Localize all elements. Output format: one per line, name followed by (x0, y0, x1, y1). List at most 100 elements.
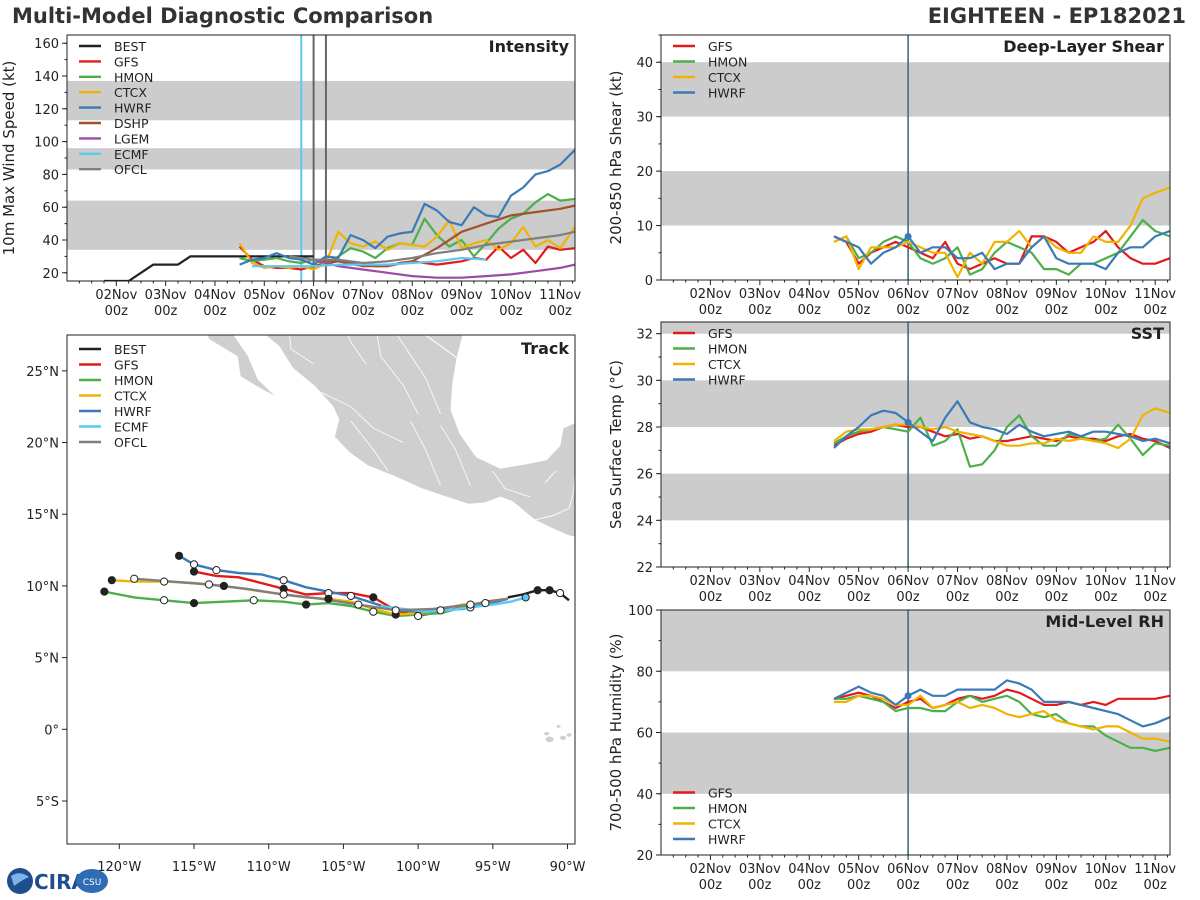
track-marker-hwrf (279, 576, 288, 585)
rh-band (661, 610, 1170, 672)
track-marker-ofcl (354, 600, 363, 609)
galapagos-island (560, 735, 567, 740)
intensity-xtick-label: 04Nov (194, 288, 236, 303)
track-land-group (206, 335, 575, 743)
shear-xtick-label: 00z (847, 303, 871, 318)
track-marker-ofcl (130, 574, 139, 583)
intensity-legend-label: OFCL (114, 162, 147, 177)
sst-xtick-label: 00z (748, 590, 772, 605)
track-marker-ofcl (204, 580, 214, 589)
shear-xtick-label: 08Nov (986, 287, 1028, 302)
rh-xtick-label: 07Nov (937, 862, 979, 877)
rh-band (661, 732, 1170, 794)
state-border (396, 335, 441, 415)
intensity-series-ecmf (252, 256, 487, 268)
track-xtick-label: 110°W (247, 860, 291, 875)
shear-title: Deep-Layer Shear (1003, 37, 1164, 56)
intensity-xtick-label: 00z (450, 304, 474, 319)
intensity-chart: 2040608010012014016002Nov00z03Nov00z04No… (0, 34, 581, 319)
track-legend-label: HMON (114, 373, 153, 388)
shear-xtick-label: 00z (748, 303, 772, 318)
rh-legend-label: HMON (708, 801, 747, 816)
sst-ytick-label: 32 (636, 328, 653, 343)
shear-series-hwrf (833, 229, 1170, 271)
state-border (289, 335, 314, 365)
shear-xtick-label: 00z (946, 303, 970, 318)
page-title: Multi-Model Diagnostic Comparison (12, 4, 434, 28)
shear-xtick-label: 09Nov (1035, 287, 1077, 302)
intensity-ytick-label: 140 (34, 70, 59, 85)
shear-xtick-label: 07Nov (937, 287, 979, 302)
track-marker-hmon (100, 587, 109, 596)
sst-legend-label: HMON (708, 342, 747, 357)
shear-chart: 01020304002Nov00z03Nov00z04Nov00z05Nov00… (607, 34, 1176, 318)
sst-ytick-label: 22 (636, 561, 653, 576)
track-ytick-label: 0° (44, 723, 59, 738)
usa-landmass (425, 335, 464, 359)
sst-xtick-label: 04Nov (788, 574, 830, 589)
shear-legend-label: HWRF (708, 86, 746, 101)
state-border (320, 392, 404, 443)
shear-ylabel: 200-850 hPa Shear (kt) (607, 71, 625, 245)
track-marker-hmon (249, 596, 258, 605)
intensity-legend-label: HWRF (114, 101, 152, 116)
intensity-legend-label: LGEM (114, 131, 149, 146)
shear-ytick-label: 20 (636, 165, 653, 180)
sst-xtick-label: 05Nov (838, 574, 880, 589)
intensity-ylabel: 10m Max Wind Speed (kt) (0, 61, 18, 256)
track-legend-label: CTCX (114, 389, 147, 404)
track-ofcl (134, 577, 508, 612)
sst-band (661, 473, 1170, 521)
track-marker-ctcx (160, 577, 169, 586)
track-marker-ctcx (481, 599, 490, 608)
intensity-title: Intensity (489, 37, 570, 56)
sst-chart: 22242628303202Nov00z03Nov00z04Nov00z05No… (607, 321, 1176, 605)
track-legend-label: OFCL (114, 435, 147, 450)
intensity-legend-label: BEST (114, 39, 146, 54)
track-marker-hwrf (436, 606, 445, 615)
shear-xtick-label: 02Nov (689, 287, 731, 302)
intensity-xtick-label: 09Nov (441, 288, 483, 303)
sst-xtick-label: 00z (1045, 590, 1069, 605)
state-border (350, 420, 389, 472)
rh-ytick-label: 20 (636, 849, 653, 864)
rh-series-group (833, 679, 1170, 753)
intensity-xtick-label: 05Nov (243, 288, 285, 303)
intensity-xtick-label: 00z (499, 304, 523, 319)
shear-xtick-label: 06Nov (887, 287, 929, 302)
sst-xtick-label: 09Nov (1035, 574, 1077, 589)
sst-legend-label: CTCX (708, 357, 741, 372)
track-marker-ctcx (219, 581, 228, 591)
shear-ytick-label: 30 (636, 111, 653, 126)
sst-band (661, 380, 1170, 427)
track-marker-best (555, 588, 565, 598)
sst-xtick-label: 03Nov (739, 574, 781, 589)
track-chart: 120°W 115°W 110°W 105°W 100°W 95°W 90°W 25°N 20°… (26, 334, 586, 875)
rh-xtick-label: 00z (798, 878, 822, 893)
intensity-xtick-label: 08Nov (391, 288, 433, 303)
sst-xtick-label: 00z (1094, 590, 1118, 605)
intensity-xtick-label: 11Nov (539, 288, 581, 303)
intensity-xtick-label: 00z (154, 304, 178, 319)
track-marker-ctcx (324, 594, 333, 603)
shear-xtick-label: 00z (1143, 303, 1167, 318)
intensity-legend-label: DSHP (114, 116, 149, 131)
track-marker-hmon (301, 600, 311, 609)
rh-legend-label: HWRF (708, 832, 746, 847)
sst-xtick-label: 10Nov (1085, 574, 1127, 589)
sst-xtick-label: 00z (946, 590, 970, 605)
rh-ylabel: 700-500 hPa Humidity (%) (607, 633, 625, 831)
track-xtick-label: 115°W (172, 860, 216, 875)
rh-xtick-label: 02Nov (689, 862, 731, 877)
rh-series-hwrf (833, 679, 1170, 728)
track-legend-label: GFS (114, 358, 139, 373)
intensity-legend-label: HMON (114, 70, 153, 85)
shear-ytick-label: 10 (636, 220, 653, 235)
sst-xtick-label: 00z (699, 590, 723, 605)
state-border (410, 420, 441, 486)
sst-xtick-label: 00z (847, 590, 871, 605)
shear-series-ctcx (833, 186, 1170, 279)
